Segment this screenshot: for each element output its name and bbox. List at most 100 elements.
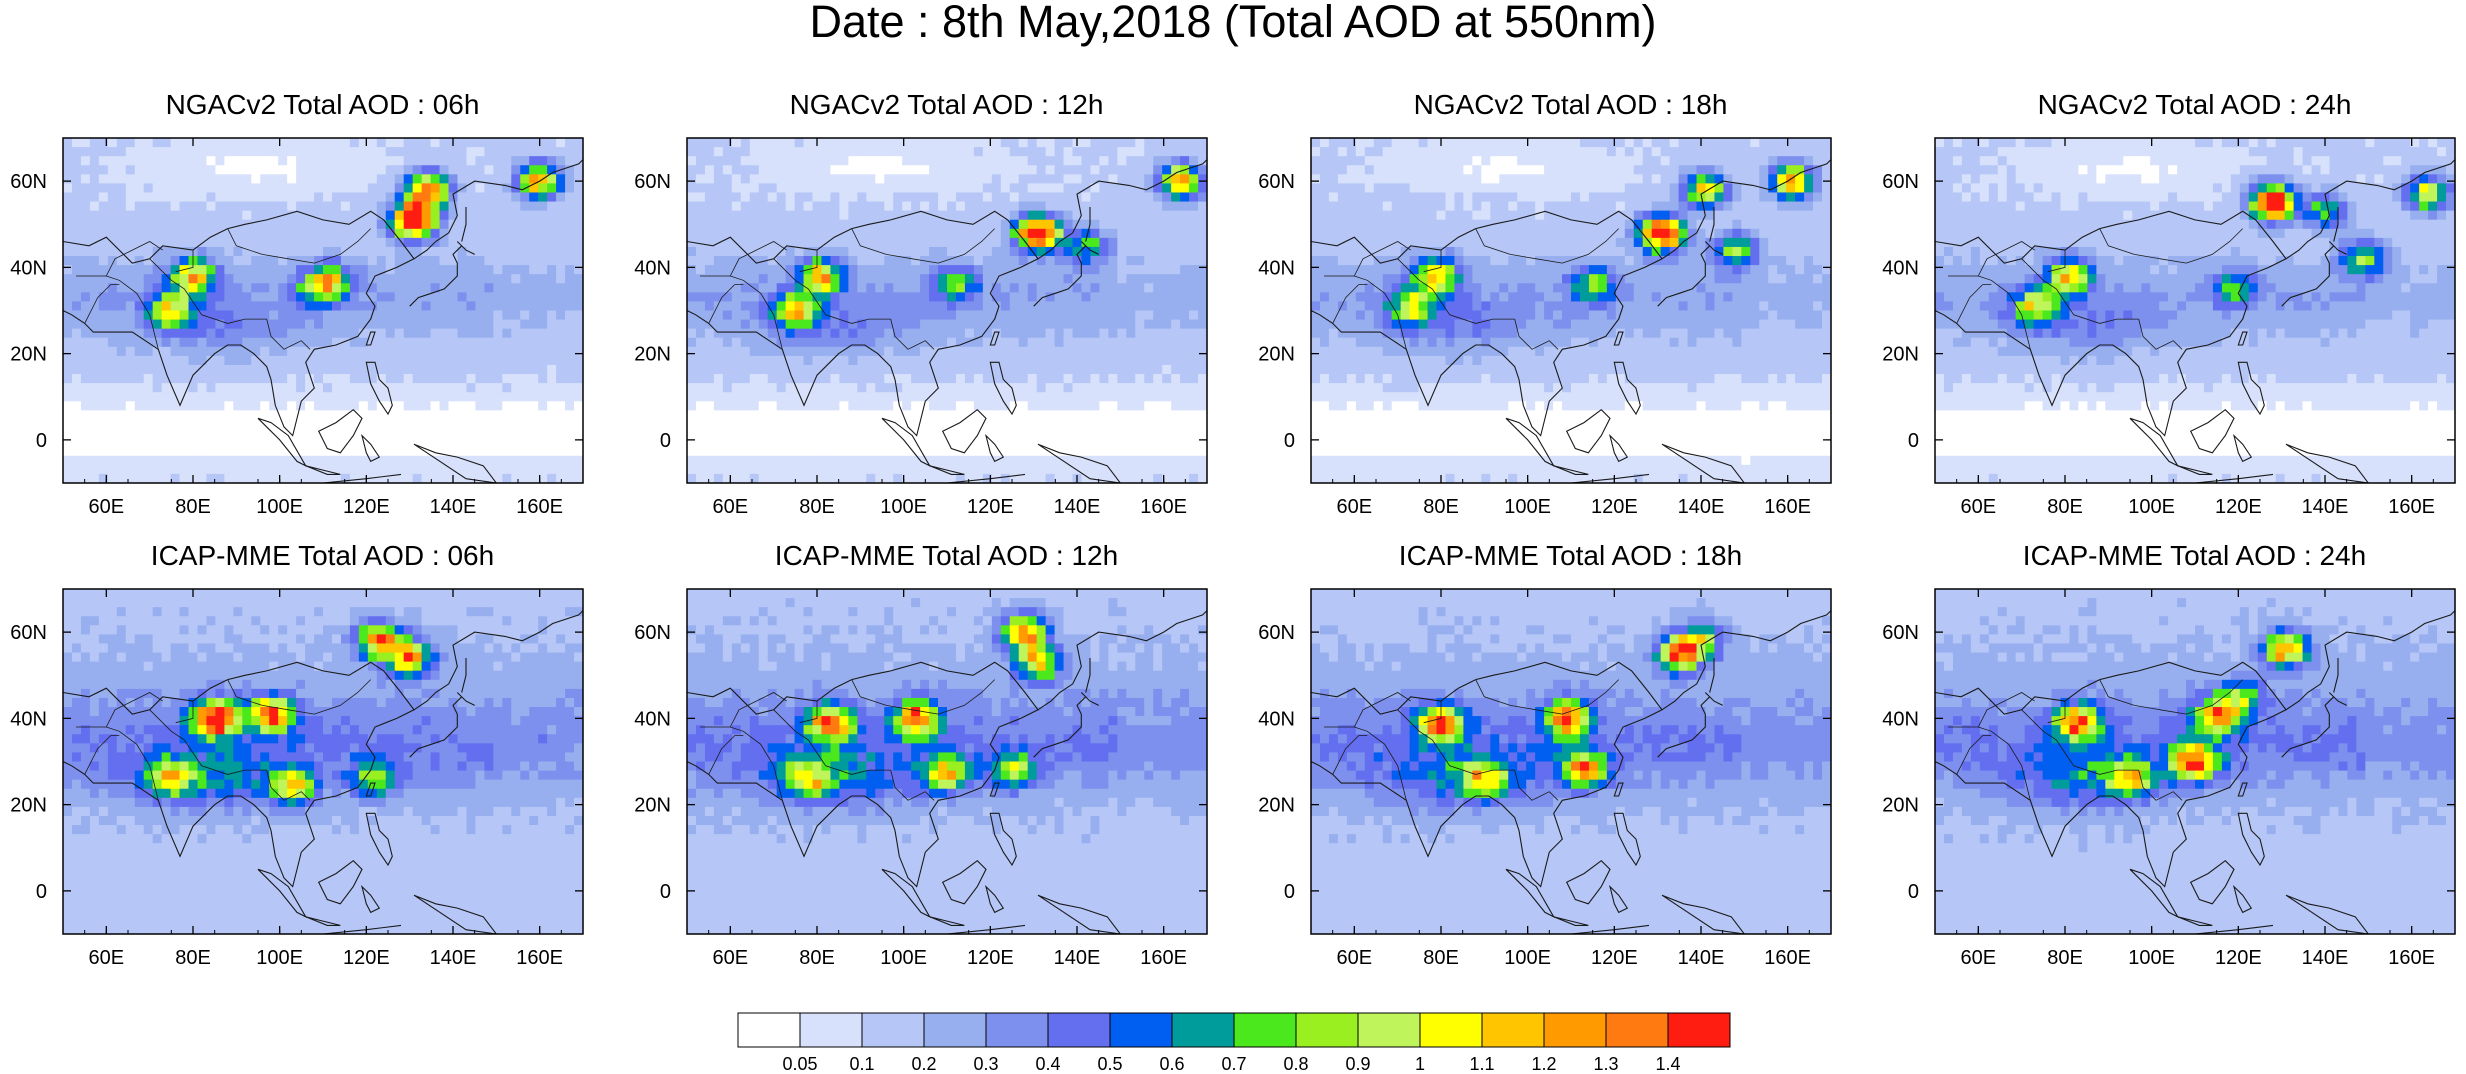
aod-cell [565, 183, 575, 193]
aod-cell [565, 220, 575, 230]
x-tick-label: 120E [967, 496, 1014, 518]
aod-cell [395, 311, 405, 321]
aod-cell [1046, 356, 1056, 366]
aod-cell [1571, 165, 1581, 175]
aod-cell [866, 265, 876, 275]
aod-cell [1311, 147, 1321, 157]
aod-cell [233, 265, 243, 275]
aod-cell [1099, 410, 1109, 420]
aod-cell [1198, 447, 1208, 457]
aod-cell [197, 183, 207, 193]
aod-cell [440, 301, 450, 311]
aod-cell [857, 192, 867, 202]
aod-cell [431, 220, 441, 230]
aod-cell [1643, 183, 1653, 193]
aod-cell [117, 329, 127, 339]
aod-cell [974, 301, 984, 311]
aod-cell [1661, 147, 1671, 157]
aod-cell [723, 174, 733, 184]
aod-cell [974, 147, 984, 157]
aod-cell [520, 401, 530, 411]
aod-cell [413, 156, 423, 166]
aod-cell [1028, 229, 1038, 239]
aod-cell [1383, 156, 1393, 166]
aod-cell [1481, 165, 1491, 175]
aod-cell [839, 338, 849, 348]
aod-cell [1311, 174, 1321, 184]
aod-cell [431, 256, 441, 266]
aod-cell [359, 174, 369, 184]
aod-cell [696, 356, 706, 366]
aod-cell [714, 183, 724, 193]
aod-cell [1768, 174, 1778, 184]
aod-cell [705, 429, 715, 439]
aod-cell [759, 147, 769, 157]
aod-cell [197, 401, 207, 411]
aod-cell [768, 474, 778, 484]
aod-cell [1144, 329, 1154, 339]
aod-cell [911, 192, 921, 202]
aod-cell [296, 292, 306, 302]
aod-cell [153, 183, 163, 193]
aod-cell [565, 474, 575, 484]
aod-cell [493, 229, 503, 239]
aod-cell [1108, 392, 1118, 402]
aod-cell [251, 211, 261, 221]
aod-cell [1679, 138, 1689, 148]
aod-cell [1135, 147, 1145, 157]
aod-cell [777, 438, 787, 448]
aod-cell [215, 192, 225, 202]
aod-cell [242, 383, 252, 393]
aod-cell [1454, 192, 1464, 202]
aod-cell [529, 211, 539, 221]
aod-cell [1117, 192, 1127, 202]
aod-cell [1171, 238, 1181, 248]
aod-cell [732, 183, 742, 193]
aod-cell [723, 474, 733, 484]
aod-cell [813, 365, 823, 375]
aod-cell [233, 356, 243, 366]
aod-cell [1099, 301, 1109, 311]
aod-cell [705, 202, 715, 212]
aod-cell [260, 238, 270, 248]
aod-cell [1019, 365, 1029, 375]
aod-cell [484, 202, 494, 212]
aod-cell [857, 183, 867, 193]
aod-cell [938, 247, 948, 257]
aod-cell [974, 174, 984, 184]
aod-cell [911, 456, 921, 466]
aod-cell [714, 374, 724, 384]
aod-cell [162, 392, 172, 402]
aod-cell [1759, 147, 1769, 157]
aod-cell [1153, 338, 1163, 348]
aod-cell [929, 274, 939, 284]
aod-cell [1001, 202, 1011, 212]
aod-cell [893, 283, 903, 293]
aod-cell [884, 401, 894, 411]
aod-cell [287, 292, 297, 302]
aod-cell [296, 392, 306, 402]
aod-cell [1001, 247, 1011, 257]
aod-cell [117, 447, 127, 457]
aod-cell [1055, 229, 1065, 239]
aod-cell [511, 256, 521, 266]
aod-cell [242, 283, 252, 293]
aod-cell [377, 410, 387, 420]
aod-cell [1055, 183, 1065, 193]
x-tick-label: 140E [430, 496, 477, 518]
aod-cell [938, 274, 948, 284]
aod-cell [72, 438, 82, 448]
aod-cell [1126, 256, 1136, 266]
aod-cell [520, 265, 530, 275]
aod-cell [180, 165, 190, 175]
aod-cell [1108, 365, 1118, 375]
aod-cell [938, 474, 948, 484]
aod-cell [866, 456, 876, 466]
aod-cell [529, 274, 539, 284]
aod-cell [269, 292, 279, 302]
aod-cell [63, 274, 73, 284]
aod-cell [431, 410, 441, 420]
aod-cell [99, 138, 109, 148]
aod-cell [556, 447, 566, 457]
aod-cell [821, 301, 831, 311]
